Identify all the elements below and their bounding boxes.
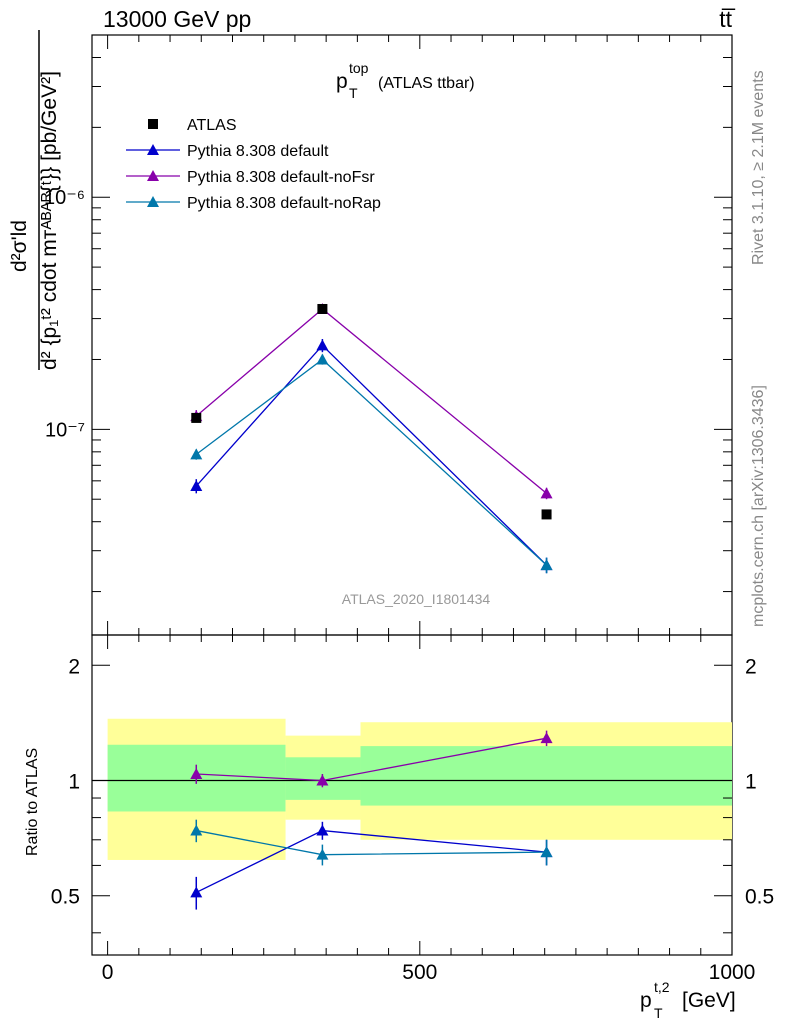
ratio-y-tick-label-right: 2 [745,655,757,678]
title-suffix: (ATLAS ttbar) [378,75,475,92]
x-title-unit: [GeV] [682,989,736,1012]
ratio-point-pythia-8-308-default-nofsr [540,732,553,744]
title-main: p [336,70,348,93]
point-atlas [191,412,202,423]
point-atlas [317,303,328,314]
legend-marker-pythia-8-308-default [147,144,159,155]
ratio-y-tick-label: 2 [68,655,80,678]
legend-label-atlas: ATLAS [187,117,237,134]
ratio-y-tick-label: 1 [68,771,80,794]
x-axis-title: p t,2 T [GeV] [640,979,736,1021]
point-pythia-8-308-default-norap [316,353,329,365]
main-y-tick-label: 10⁻⁶ [44,187,85,209]
title-superscript: top [349,60,369,76]
x-title-subscript: T [654,1005,663,1021]
title-subscript: T [349,85,358,101]
legend: ATLAS Pythia 8.308 default Pythia 8.308 de… [126,117,381,212]
series-line-pythia-8-308-default-norap [195,358,547,566]
energy-label: 13000 GeV pp [103,6,251,32]
legend-label-pythia-8-308-default: Pythia 8.308 default [187,143,329,160]
process-label: tt̅ [719,6,735,32]
ratio-band-green-2 [360,746,732,806]
ratio-point-pythia-8-308-default-norap [316,848,329,860]
ratio-y-tick-label-right: 1 [745,771,757,794]
ratio-point-pythia-8-308-default-norap [540,846,553,858]
ratio-y-tick-label-right: 0.5 [745,886,774,909]
point-atlas [541,509,552,520]
ratio-point-pythia-8-308-default-norap [190,824,203,836]
point-pythia-8-308-default [190,480,203,492]
ratio-axis-ticks: 0 500 1000 0.5 0.5 1 1 2 2 [51,635,774,984]
y-axis-title-top: d²σ'ld [8,220,31,272]
ratio-y-axis-title: Ratio to ATLAS [24,748,41,856]
legend-marker-pythia-8-308-default-norap [147,196,159,207]
x-title-main: p [640,989,652,1012]
main-axis-ticks: 10⁻⁷ 10⁻⁶ [44,34,733,635]
point-pythia-8-308-default-nofsr [540,487,553,499]
legend-label-pythia-8-308-default-nofsr: Pythia 8.308 default-noFsr [187,169,375,186]
legend-marker-pythia-8-308-default-nofsr [147,170,159,181]
ratio-point-pythia-8-308-default [316,824,329,836]
main-y-tick-label: 10⁻⁷ [45,419,85,441]
series-line-pythia-8-308-default [195,344,548,566]
ratio-point-pythia-8-308-default-nofsr [316,774,329,786]
mcplots-label: mcplots.cern.ch [arXiv:1306.3436] [750,385,767,627]
x-title-superscript: t,2 [654,979,670,995]
ratio-series-layer [190,730,553,910]
ratio-point-pythia-8-308-default-nofsr [190,767,203,779]
y-axis-title-bottom: d² {p₁ᵗ² cdot mᴛᴬᴮᴬᴿ{ᵗ}} [pb/GeV²] [38,71,61,370]
x-tick-label: 500 [402,961,437,984]
rivet-label: Rivet 3.1.10, ≥ 2.1M events [750,70,767,265]
legend-label-pythia-8-308-default-norap: Pythia 8.308 default-noRap [187,195,381,212]
point-pythia-8-308-default-norap [190,448,203,460]
series-line-pythia-8-308-default-nofsr [195,308,547,494]
point-pythia-8-308-default [316,339,329,351]
y-axis-title: d²σ'ld d² {p₁ᵗ² cdot mᴛᴬᴮᴬᴿ{ᵗ}} [pb/GeV²… [8,30,61,370]
plot-title: p top T (ATLAS ttbar) [336,60,475,101]
legend-marker-atlas [148,119,158,129]
main-series-layer [190,302,553,574]
analysis-watermark: ATLAS_2020_I1801434 [342,591,491,607]
x-tick-label: 0 [102,961,114,984]
x-tick-label: 1000 [709,961,756,984]
point-pythia-8-308-default-norap [540,559,553,571]
ratio-y-tick-label: 0.5 [51,886,80,909]
ratio-point-pythia-8-308-default [190,886,203,898]
